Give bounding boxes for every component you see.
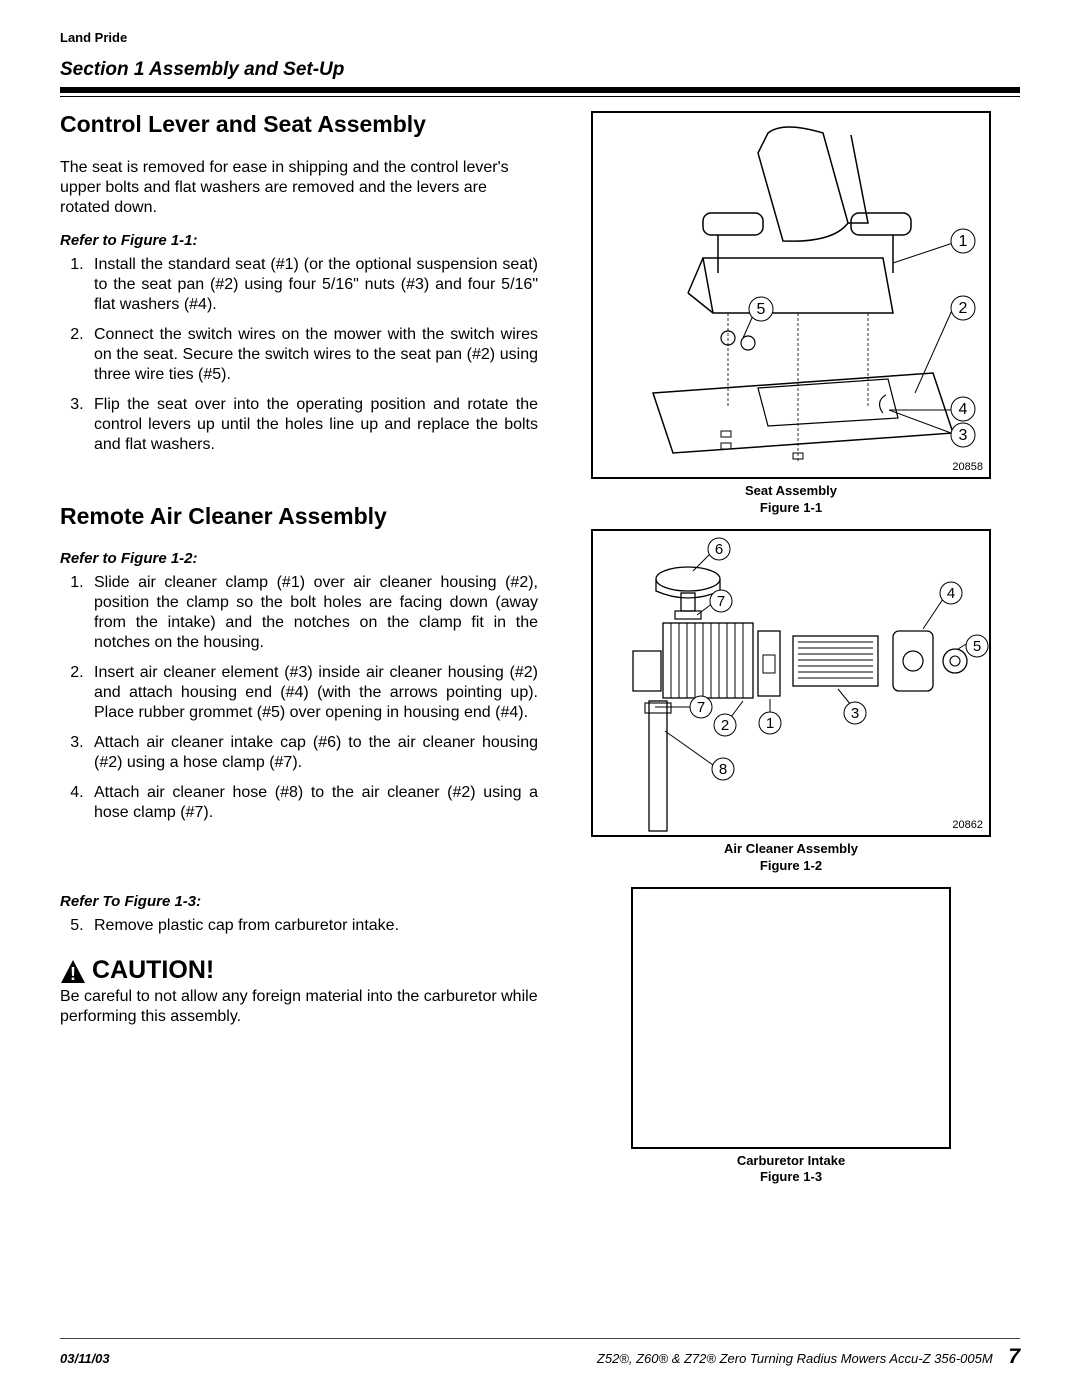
svg-text:2: 2 (959, 300, 968, 317)
svg-text:6: 6 (715, 541, 723, 558)
figure-1-3-box (631, 887, 951, 1149)
step-b1: Slide air cleaner clamp (#1) over air cl… (88, 573, 538, 653)
footer: 03/11/03 Z52®, Z60® & Z72® Zero Turning … (60, 1338, 1020, 1369)
svg-text:1: 1 (959, 233, 968, 250)
refer-fig-1-3: Refer To Figure 1-3: (60, 893, 538, 910)
air-cleaner-diagram: 1 2 3 4 5 6 7 7 8 (593, 531, 993, 839)
svg-text:2: 2 (721, 717, 729, 734)
step-a2: Connect the switch wires on the mower wi… (88, 325, 538, 385)
footer-page: 7 (1008, 1345, 1020, 1368)
step-b4: Attach air cleaner hose (#8) to the air … (88, 783, 538, 823)
step-b3: Attach air cleaner intake cap (#6) to th… (88, 733, 538, 773)
step-a1: Install the standard seat (#1) (or the o… (88, 255, 538, 315)
figure-1-1-label: Seat AssemblyFigure 1-1 (745, 483, 837, 517)
footer-doc: Z52®, Z60® & Z72® Zero Turning Radius Mo… (597, 1351, 993, 1366)
figure-1-1-box: 1 2 3 4 5 20858 (591, 111, 991, 479)
step-a3: Flip the seat over into the operating po… (88, 395, 538, 455)
right-column: 1 2 3 4 5 20858 Seat AssemblyFigure 1-1 (562, 111, 1020, 1198)
svg-text:4: 4 (959, 401, 968, 418)
svg-text:8: 8 (719, 761, 727, 778)
steps-a: Install the standard seat (#1) (or the o… (60, 255, 538, 455)
steps-b: Slide air cleaner clamp (#1) over air cl… (60, 573, 538, 823)
brand-label: Land Pride (60, 30, 1020, 45)
left-column: Control Lever and Seat Assembly The seat… (60, 111, 538, 1198)
svg-text:5: 5 (757, 301, 766, 318)
caution-label: CAUTION! (92, 956, 214, 985)
heading-air-cleaner: Remote Air Cleaner Assembly (60, 503, 538, 530)
svg-text:7: 7 (697, 699, 705, 716)
footer-rule (60, 1338, 1020, 1339)
svg-text:3: 3 (851, 705, 859, 722)
intro-para: The seat is removed for ease in shipping… (60, 158, 538, 218)
svg-text:7: 7 (717, 593, 725, 610)
page: Land Pride Section 1 Assembly and Set-Up… (0, 0, 1080, 1397)
figure-1-3-label: Carburetor IntakeFigure 1-3 (737, 1153, 845, 1187)
svg-text:5: 5 (973, 638, 981, 655)
step-b2: Insert air cleaner element (#3) inside a… (88, 663, 538, 723)
caution-icon: ! (60, 959, 86, 985)
figure-1-2-label: Air Cleaner AssemblyFigure 1-2 (724, 841, 858, 875)
svg-text:1: 1 (766, 715, 774, 732)
svg-text:3: 3 (959, 427, 968, 444)
steps-c: Remove plastic cap from carburetor intak… (60, 916, 538, 936)
seat-assembly-diagram: 1 2 3 4 5 (593, 113, 993, 481)
caution-note: Be careful to not allow any foreign mate… (60, 987, 538, 1027)
refer-fig-1-2: Refer to Figure 1-2: (60, 550, 538, 567)
figure-1-1-id: 20858 (952, 461, 983, 473)
refer-fig-1-1: Refer to Figure 1-1: (60, 232, 538, 249)
step-c5: Remove plastic cap from carburetor intak… (88, 916, 538, 936)
heading-control-lever: Control Lever and Seat Assembly (60, 111, 538, 138)
content-columns: Control Lever and Seat Assembly The seat… (60, 111, 1020, 1198)
figure-1-2-box: 1 2 3 4 5 6 7 7 8 20862 (591, 529, 991, 837)
header-rule (60, 87, 1020, 97)
caution-row: ! CAUTION! (60, 956, 538, 985)
svg-text:4: 4 (947, 585, 955, 602)
figure-1-2-id: 20862 (952, 819, 983, 831)
footer-date: 03/11/03 (60, 1351, 110, 1366)
svg-text:!: ! (70, 964, 76, 984)
section-title: Section 1 Assembly and Set-Up (60, 59, 1020, 81)
